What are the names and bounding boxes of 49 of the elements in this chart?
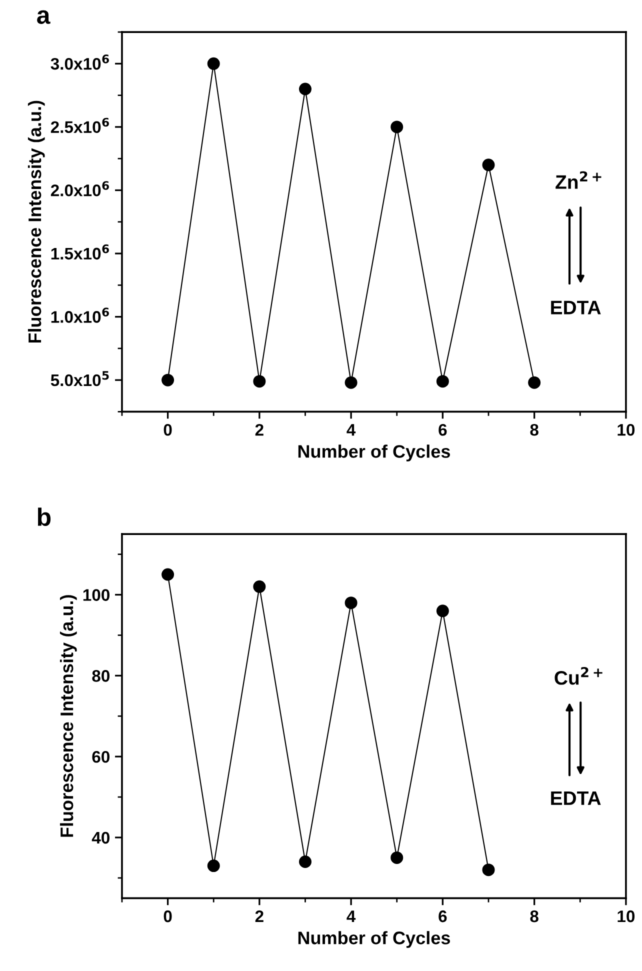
x-tick-label: 10: [618, 424, 635, 436]
x-tick-label: 6: [438, 424, 447, 436]
point: [253, 580, 266, 593]
y-tick-label: 5.0x10$^{5}$: [50, 371, 109, 386]
y-tick-label: 1.5x10$^{6}$: [51, 244, 109, 260]
point: [528, 376, 541, 389]
x-tick-label: 6: [438, 910, 447, 922]
point: [162, 568, 174, 581]
point: [344, 596, 358, 610]
point: [298, 856, 312, 868]
y-tick-label: 100: [83, 589, 110, 601]
point: [390, 120, 404, 134]
y-axis-title: Fluorescence Intensity (a.u.): [60, 595, 77, 837]
point: [207, 57, 220, 70]
x-axis-title: Number of Cycles: [298, 931, 450, 948]
chart-title: a: [37, 10, 50, 24]
point: [482, 864, 495, 876]
point: [436, 604, 449, 618]
y-tick-label: 2.5x10$^{6}$: [50, 118, 109, 134]
y-tick-label: 60: [92, 750, 110, 763]
x-tick-label: 4: [346, 424, 356, 436]
point: [390, 851, 404, 864]
x-tick-label: 2: [255, 424, 264, 436]
x-tick-label: 10: [618, 910, 635, 922]
annotation: Zn$^{2+}$: [556, 171, 602, 189]
annotation: EDTA: [551, 300, 601, 314]
y-tick-label: 2.0x10$^{6}$: [50, 181, 109, 196]
x-tick-label: 4: [346, 910, 356, 922]
y-axis-title: Fluorescence Intensity (a.u.): [28, 100, 45, 343]
x-tick-label: 8: [530, 910, 538, 922]
point: [207, 860, 220, 872]
y-tick-label: 80: [92, 670, 110, 682]
y-tick-label: 3.0x10$^{6}$: [50, 54, 109, 70]
point: [482, 158, 495, 172]
x-tick-label: 2: [255, 910, 264, 922]
annotation: EDTA: [551, 792, 601, 805]
x-tick-label: 0: [164, 424, 172, 436]
x-tick-label: 8: [530, 424, 538, 436]
y-tick-label: 1.0x10$^{6}$: [51, 308, 109, 323]
point: [298, 82, 312, 96]
x-tick-label: 0: [164, 910, 172, 922]
point: [253, 375, 266, 388]
chart-title: b: [38, 508, 51, 526]
point: [436, 375, 449, 388]
y-tick-label: 40: [92, 832, 110, 844]
point: [344, 376, 358, 389]
point: [162, 374, 174, 386]
x-axis-title: Number of Cycles: [298, 444, 450, 462]
annotation: Cu$^{2+}$: [554, 667, 602, 685]
